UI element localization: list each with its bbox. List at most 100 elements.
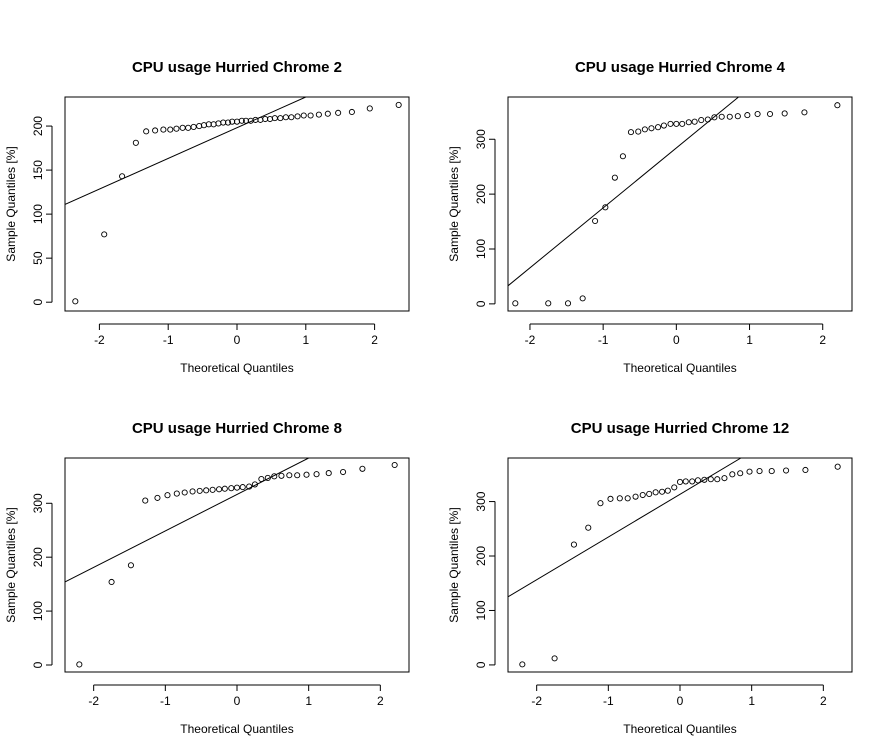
data-point [286,472,293,479]
data-point [834,463,841,470]
x-axis-label: Theoretical Quantiles [180,722,293,736]
plot-frame [64,457,410,673]
x-tick-label: 1 [746,333,753,347]
data-point [313,471,320,478]
data-point [616,495,623,502]
data-point [72,298,79,305]
data-point [258,475,265,483]
x-tick-label: 1 [305,694,312,708]
data-point [704,116,711,123]
data-point [641,126,648,133]
data-point [216,486,223,493]
data-point [225,119,232,126]
data-point [512,300,519,307]
data-point [619,153,626,160]
data-point [545,300,552,307]
data-point [652,489,659,496]
data-point [519,661,526,668]
plot-frame [64,96,410,312]
qq-panel-3: CPU usage Hurried Chrome 8 -2 -1 0 1 2 Theoret… [4,420,410,736]
data-point [300,112,307,119]
y-tick-label: 0 [474,661,488,668]
data-point [648,125,655,132]
chart-title: CPU usage Hurried Chrome 4 [575,59,786,76]
data-point [737,470,744,477]
data-point [698,116,705,124]
data-point [164,492,171,499]
data-point [264,474,271,481]
data-point [639,491,646,499]
data-point [101,231,108,238]
data-point [228,485,235,492]
chart-title: CPU usage Hurried Chrome 2 [132,59,342,76]
data-point [189,488,196,495]
x-tick-label: -1 [160,694,171,708]
data-point [251,481,258,488]
data-point [246,483,253,490]
x-tick-label: -2 [94,333,105,347]
data-point [679,120,686,127]
x-tick-label: -2 [531,694,542,708]
data-point [632,493,639,500]
x-tick-label: 0 [673,333,680,347]
qq-panel-2: CPU usage Hurried Chrome 4 -2 -1 0 1 2 Theoret… [447,59,853,375]
y-axis-label: Sample Quantiles [%] [447,146,461,261]
data-point [185,124,192,131]
data-point [611,174,618,181]
data-point [233,484,241,491]
y-tick-label: 300 [474,129,488,149]
x-tick-label: 2 [377,694,384,708]
data-point [288,114,295,121]
x-axis-label: Theoretical Quantiles [180,361,293,375]
data-point [190,123,197,130]
data-point [635,128,642,135]
data-point [766,110,774,118]
data-point [783,467,790,474]
data-point [294,472,301,479]
data-point [271,473,278,480]
data-point [673,120,680,127]
plot-frame [507,96,853,312]
data-point [278,472,285,479]
data-point [579,295,586,302]
data-point [781,110,788,117]
x-axis-label: Theoretical Quantiles [623,361,736,375]
data-point [667,120,674,127]
data-point [718,113,725,120]
data-point [282,114,289,121]
data-point [597,500,604,507]
data-point [395,101,402,108]
data-point [707,476,714,483]
y-tick-label: 100 [31,204,45,224]
x-axis-label: Theoretical Quantiles [623,722,736,736]
qq-reference-line [65,458,309,583]
data-point [834,102,841,109]
y-tick-label: 300 [31,493,45,513]
y-tick-label: 100 [474,239,488,259]
data-point [734,113,741,120]
y-tick-label: 300 [474,491,488,511]
x-tick-label: 2 [819,333,826,347]
y-tick-label: 50 [31,251,45,265]
x-tick-label: 1 [302,333,309,347]
data-point [181,489,188,496]
data-point [366,105,373,112]
x-tick-label: -1 [603,694,614,708]
x-tick-label: 2 [820,694,827,708]
data-point [685,119,692,126]
data-point [664,487,671,494]
data-point [714,476,721,483]
x-tick-label: -2 [525,333,536,347]
data-point [271,115,278,122]
data-point [551,655,558,662]
data-point [359,465,366,472]
data-point [277,115,284,122]
qq-reference-line [508,97,739,287]
x-tick-label: 0 [234,333,241,347]
data-point [239,484,246,491]
data-point [173,490,180,497]
x-tick-label: 1 [748,694,755,708]
y-axis-label: Sample Quantiles [%] [4,146,18,261]
data-point [570,541,577,548]
